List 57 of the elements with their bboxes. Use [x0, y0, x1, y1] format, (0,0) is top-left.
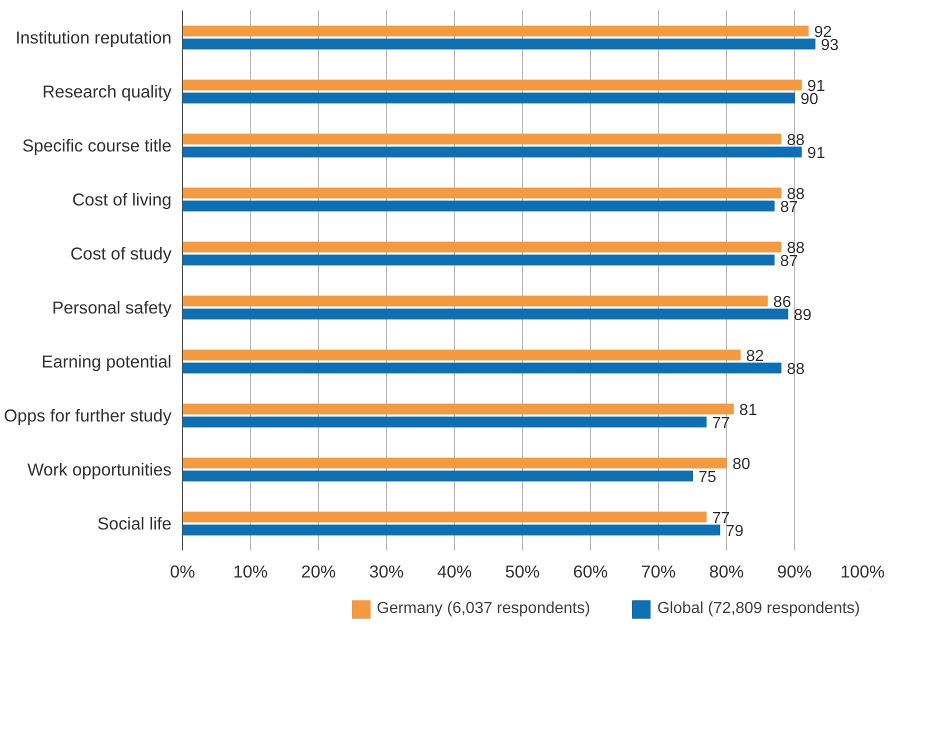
data-label: 81 — [739, 402, 758, 420]
x-tick-label: 0% — [170, 562, 196, 582]
data-label: 87 — [780, 252, 798, 270]
y-tick-label: Cost of study — [70, 244, 172, 264]
x-tick-label: 10% — [233, 562, 268, 582]
data-label: 88 — [786, 360, 805, 378]
data-label: 89 — [794, 306, 812, 324]
data-label: 93 — [820, 36, 839, 54]
x-tick-label: 30% — [369, 562, 404, 582]
bar — [182, 308, 788, 320]
legend-label: Germany (6,037 respondents) — [376, 600, 590, 618]
y-tick-label: Opps for further study — [4, 406, 172, 426]
bar — [182, 362, 782, 374]
y-tick-label: Personal safety — [52, 298, 172, 318]
y-tick-label: Work opportunities — [27, 460, 172, 480]
data-label: 77 — [712, 414, 730, 432]
y-tick-label: Research quality — [42, 82, 172, 102]
bar — [182, 134, 782, 144]
x-tick-label: 60% — [573, 562, 608, 582]
data-label: 90 — [800, 90, 818, 108]
x-tick-label: 100% — [840, 562, 885, 582]
bar — [182, 242, 782, 252]
legend-label: Global (72,809 respondents) — [657, 600, 860, 618]
y-tick-label: Social life — [97, 514, 172, 534]
data-label: 86 — [773, 294, 792, 312]
bar — [182, 26, 809, 36]
x-tick-label: 70% — [641, 562, 676, 582]
bar — [182, 350, 741, 360]
data-label: 82 — [746, 348, 764, 366]
bar — [182, 416, 707, 428]
bar — [182, 512, 707, 522]
bar — [182, 404, 734, 414]
bar — [182, 254, 775, 266]
x-tick-label: 80% — [709, 562, 744, 582]
bar — [182, 296, 768, 306]
data-label: 80 — [732, 456, 750, 474]
data-label: 75 — [698, 468, 716, 486]
bar — [182, 92, 795, 104]
y-tick-label: Specific course title — [22, 136, 172, 156]
bar — [182, 524, 720, 536]
data-label: 88 — [786, 132, 805, 150]
y-tick-label: Cost of living — [72, 190, 172, 210]
y-tick-label: Earning potential — [41, 352, 172, 372]
x-tick-label: 40% — [437, 562, 472, 582]
x-tick-label: 20% — [301, 562, 336, 582]
bar — [182, 188, 782, 198]
bar — [182, 200, 775, 212]
bar — [182, 458, 727, 468]
y-tick-label: Institution reputation — [15, 28, 172, 48]
data-label: 91 — [807, 144, 826, 162]
bar — [182, 470, 693, 482]
x-tick-label: 50% — [505, 562, 540, 582]
bar — [182, 38, 816, 50]
data-label: 87 — [780, 198, 798, 216]
x-tick-label: 90% — [777, 562, 812, 582]
bar — [182, 146, 802, 158]
bar — [182, 80, 802, 90]
